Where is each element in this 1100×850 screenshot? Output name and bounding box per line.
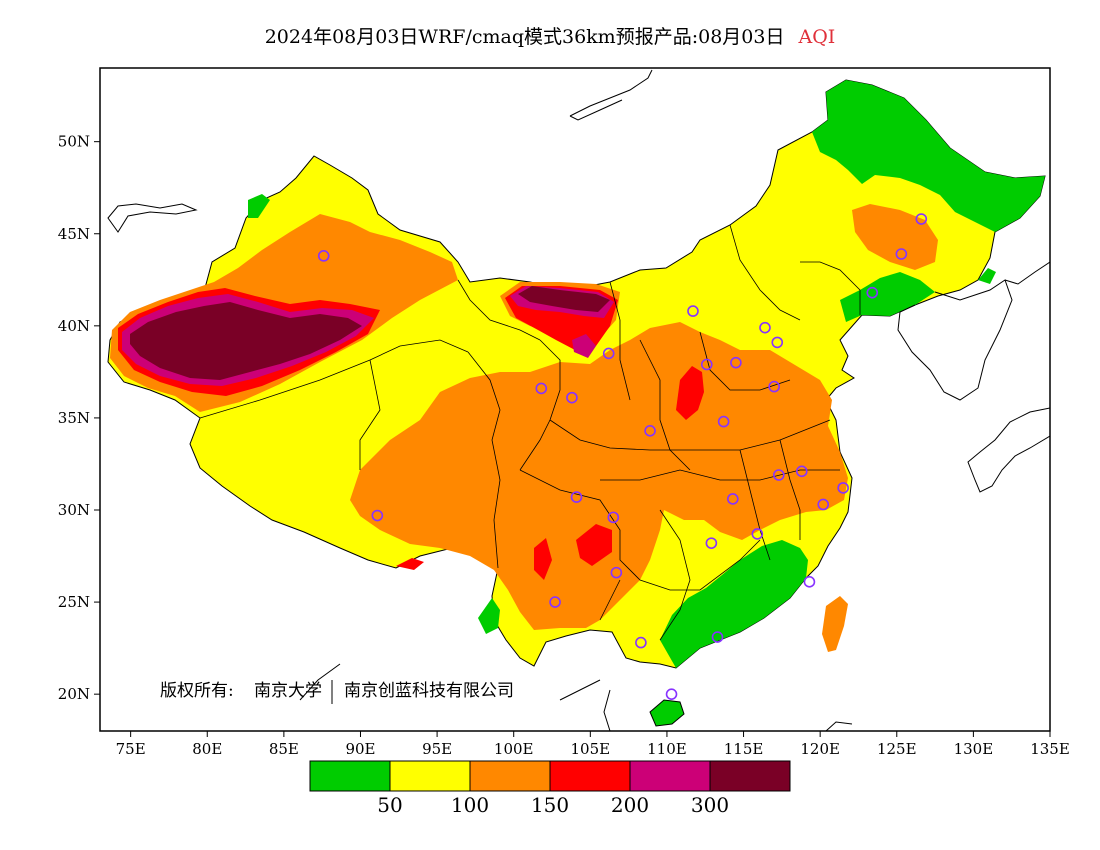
station-marker bbox=[727, 493, 739, 505]
copyright-prefix: 版权所有: bbox=[160, 681, 234, 701]
station-marker bbox=[644, 425, 656, 437]
x-tick-label: 125E bbox=[877, 740, 917, 758]
station-marker bbox=[768, 380, 780, 393]
station-marker bbox=[371, 509, 384, 522]
station-marker bbox=[549, 596, 561, 608]
korea-outline bbox=[897, 279, 1013, 401]
station-marker bbox=[570, 491, 583, 503]
good-liaoning bbox=[840, 272, 935, 322]
y-tick-label: 50N bbox=[58, 133, 90, 151]
x-tick-label: 110E bbox=[647, 740, 687, 758]
x-tick-label: 95E bbox=[422, 740, 452, 758]
caspian-region-outline bbox=[107, 203, 198, 233]
russia-coast bbox=[1004, 261, 1050, 285]
very-unhealthy-spot bbox=[572, 334, 596, 358]
unhealthy-shanxi bbox=[676, 366, 704, 420]
station-marker bbox=[837, 482, 849, 494]
x-tick-label: 115E bbox=[724, 740, 764, 758]
station-marker bbox=[772, 469, 785, 481]
y-axis: 20N 25N 30N 35N 40N 45N 50N bbox=[58, 133, 100, 703]
x-tick-label: 75E bbox=[116, 740, 146, 758]
station-marker bbox=[711, 631, 724, 643]
legend-swatch bbox=[389, 760, 471, 792]
legend-label: 50 bbox=[377, 793, 402, 817]
station-marker bbox=[317, 250, 330, 262]
station-marker bbox=[771, 336, 784, 349]
station-marker bbox=[665, 688, 678, 700]
good-inner-mongolia bbox=[978, 268, 996, 284]
good-xinjiang-north bbox=[248, 194, 270, 218]
station-marker bbox=[866, 286, 879, 299]
x-tick-label: 100E bbox=[494, 740, 534, 758]
copyright: 版权所有: 南京大学 南京创蓝科技有限公司 bbox=[160, 680, 514, 704]
station-marker bbox=[635, 636, 647, 649]
unhealthy-south-tibet bbox=[396, 558, 424, 570]
japan-outline bbox=[967, 407, 1050, 493]
y-tick-label: 40N bbox=[58, 317, 90, 335]
good-south bbox=[660, 540, 808, 668]
x-axis: 75E 80E 85E 90E 95E 100E 105E 110E 115E 120E 125E 1… bbox=[116, 731, 1070, 758]
legend-swatch bbox=[629, 760, 711, 792]
station-marker bbox=[817, 498, 830, 511]
map-frame bbox=[99, 67, 1051, 732]
station-marker bbox=[730, 356, 742, 369]
legend-label: 200 bbox=[611, 793, 649, 817]
usg-taiwan bbox=[822, 596, 848, 652]
usg-central bbox=[350, 322, 848, 630]
y-tick-label: 25N bbox=[58, 593, 90, 611]
hazardous-north bbox=[518, 286, 610, 312]
x-tick-label: 120E bbox=[800, 740, 840, 758]
station-marker bbox=[607, 511, 620, 524]
station-marker bbox=[610, 566, 623, 579]
unhealthy-yunnan bbox=[534, 538, 552, 580]
y-tick-label: 30N bbox=[58, 501, 90, 519]
x-tick-label: 80E bbox=[192, 740, 222, 758]
y-tick-label: 35N bbox=[58, 409, 90, 427]
map-content bbox=[107, 69, 1050, 731]
legend: 50 100 150 200 300 bbox=[309, 760, 791, 817]
station-marker bbox=[602, 347, 615, 360]
y-tick-label: 20N bbox=[58, 685, 90, 703]
station-marker bbox=[566, 391, 578, 404]
unhealthy-sichuan bbox=[576, 524, 612, 566]
province-boundaries bbox=[199, 224, 861, 641]
station-marker bbox=[705, 537, 718, 549]
title-text: 2024年08月03日WRF/cmaq模式36km预报产品:08月03日 bbox=[264, 26, 785, 48]
x-tick-label: 130E bbox=[954, 740, 994, 758]
station-marker bbox=[895, 248, 908, 260]
copyright-org2: 南京创蓝科技有限公司 bbox=[344, 681, 514, 701]
station-marker bbox=[687, 305, 699, 317]
legend-label: 100 bbox=[451, 793, 489, 817]
legend-label: 300 bbox=[691, 793, 729, 817]
legend-swatch bbox=[549, 760, 631, 792]
lake-baikal-outline bbox=[569, 69, 653, 121]
x-tick-label: 105E bbox=[571, 740, 611, 758]
copyright-org1: 南京大学 bbox=[254, 681, 322, 701]
x-tick-label: 90E bbox=[345, 740, 375, 758]
variable-label: AQI bbox=[798, 26, 836, 48]
map-title: 2024年08月03日WRF/cmaq模式36km预报产品:08月03日 AQI bbox=[0, 22, 1100, 49]
good-northeast bbox=[812, 80, 1045, 232]
legend-swatch bbox=[709, 760, 791, 792]
station-marker bbox=[700, 358, 713, 371]
legend-swatch bbox=[309, 760, 391, 792]
station-markers bbox=[317, 213, 928, 700]
station-marker bbox=[795, 465, 808, 478]
station-marker bbox=[915, 213, 928, 225]
x-tick-label: 135E bbox=[1030, 740, 1070, 758]
station-marker bbox=[803, 576, 816, 588]
x-tick-label: 85E bbox=[269, 740, 299, 758]
station-marker bbox=[717, 415, 730, 428]
y-tick-label: 45N bbox=[58, 225, 90, 243]
hainan-island bbox=[649, 699, 685, 727]
legend-label: 150 bbox=[531, 793, 569, 817]
station-marker bbox=[535, 382, 548, 395]
hazardous-xinjiang bbox=[130, 302, 362, 380]
southeast-asia-outline bbox=[299, 663, 853, 731]
station-marker bbox=[751, 528, 764, 540]
good-southwest-edge bbox=[478, 598, 500, 634]
station-marker bbox=[759, 321, 771, 334]
legend-swatch bbox=[469, 760, 551, 792]
